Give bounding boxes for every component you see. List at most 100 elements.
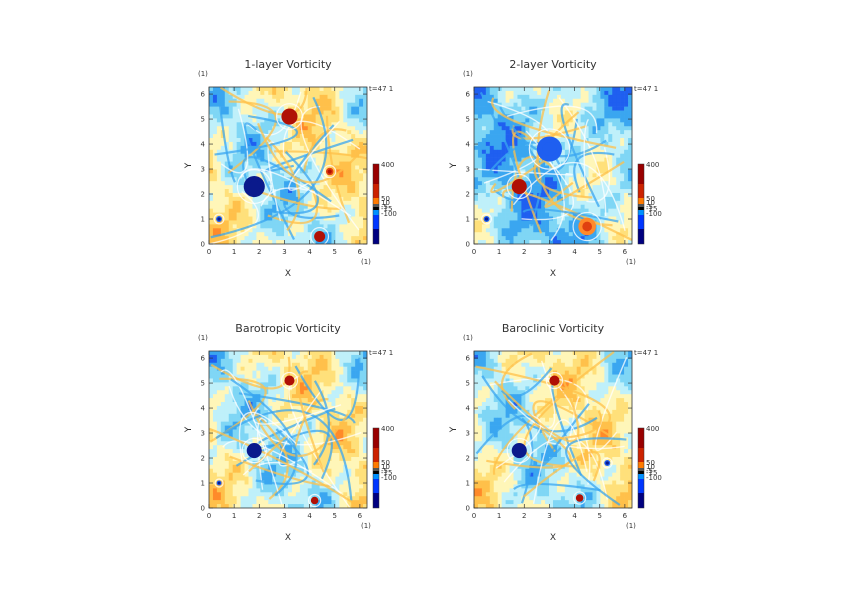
field-cell (240, 141, 245, 147)
field-cell (268, 102, 273, 107)
field-cell (572, 110, 577, 115)
field-cell (363, 484, 367, 489)
field-cell (272, 240, 277, 244)
field-cell (588, 138, 593, 143)
field-cell (592, 208, 597, 213)
field-cell (268, 402, 273, 407)
field-cell (303, 484, 309, 489)
field-cell (347, 173, 352, 178)
field-cell (600, 110, 605, 115)
field-cell (323, 413, 328, 419)
field-cell (236, 398, 241, 403)
field-cell (327, 236, 332, 241)
field-cell (616, 240, 621, 244)
field-cell (209, 212, 214, 217)
field-cell (343, 437, 348, 442)
field-cell (343, 138, 348, 143)
field-cell (600, 122, 605, 127)
field-cell (556, 130, 562, 135)
field-cell (533, 228, 538, 233)
field-cell (236, 185, 241, 190)
field-cell (228, 212, 233, 217)
field-cell (224, 464, 230, 470)
field-cell (220, 358, 226, 364)
field-cell (256, 153, 261, 158)
field-cell (260, 429, 265, 434)
field-cell (505, 212, 510, 217)
field-cell (493, 185, 498, 190)
field-cell (604, 134, 609, 139)
field-cell (564, 236, 570, 241)
field-cell (315, 220, 320, 225)
field-cell (351, 177, 356, 182)
field-cell (288, 437, 293, 442)
field-cell (220, 433, 226, 438)
field-cell (584, 87, 589, 92)
field-cell (493, 134, 498, 139)
field-cell (236, 433, 241, 438)
field-cell (477, 204, 483, 209)
field-cell (315, 425, 320, 430)
field-cell (272, 394, 277, 399)
field-cell (624, 192, 629, 198)
field-cell (628, 130, 632, 135)
field-cell (212, 208, 218, 213)
field-cell (628, 165, 632, 170)
field-cell (533, 87, 538, 92)
field-cell (481, 138, 487, 143)
field-cell (541, 87, 546, 92)
field-cell (572, 141, 577, 147)
field-cell (489, 149, 495, 155)
field-cell (236, 351, 241, 356)
field-cell (481, 240, 487, 244)
field-cell (549, 240, 554, 244)
field-cell (252, 141, 257, 147)
field-cell (584, 141, 589, 147)
field-cell (311, 102, 316, 107)
x-tick-label: 6 (623, 248, 628, 256)
field-cell (339, 425, 344, 430)
y-tick-label: 1 (466, 216, 470, 224)
field-cell (299, 232, 305, 237)
field-cell (343, 484, 348, 489)
field-cell (556, 94, 562, 100)
field-cell (549, 110, 554, 115)
field-cell (276, 90, 281, 96)
field-cell (533, 232, 538, 237)
field-cell (517, 126, 522, 131)
field-cell (232, 449, 237, 454)
field-cell (319, 153, 324, 158)
field-cell (260, 212, 265, 217)
field-cell (624, 87, 629, 92)
field-cell (212, 402, 218, 407)
field-cell (343, 453, 348, 458)
field-cell (220, 460, 226, 466)
field-cell (228, 492, 233, 497)
field-cell (533, 185, 538, 190)
field-cell (280, 386, 285, 391)
field-cell (307, 354, 312, 360)
field-cell (288, 500, 293, 505)
field-cell (485, 192, 491, 198)
field-cell (355, 181, 360, 186)
field-cell (244, 362, 249, 367)
field-cell (291, 366, 297, 371)
field-cell (212, 433, 218, 438)
field-cell (295, 398, 301, 403)
field-cell (268, 98, 273, 103)
field-cell (533, 192, 538, 198)
field-cell (260, 453, 265, 458)
field-cell (323, 212, 328, 217)
field-cell (216, 370, 222, 375)
field-cell (220, 181, 226, 186)
field-cell (295, 417, 301, 422)
field-cell (244, 472, 249, 477)
field-cell (584, 204, 589, 209)
field-cell (343, 441, 348, 446)
field-cell (228, 189, 233, 194)
field-cell (224, 437, 230, 442)
field-cell (295, 216, 301, 221)
field-cell (359, 98, 364, 103)
field-cell (363, 374, 367, 379)
field-cell (485, 141, 491, 147)
